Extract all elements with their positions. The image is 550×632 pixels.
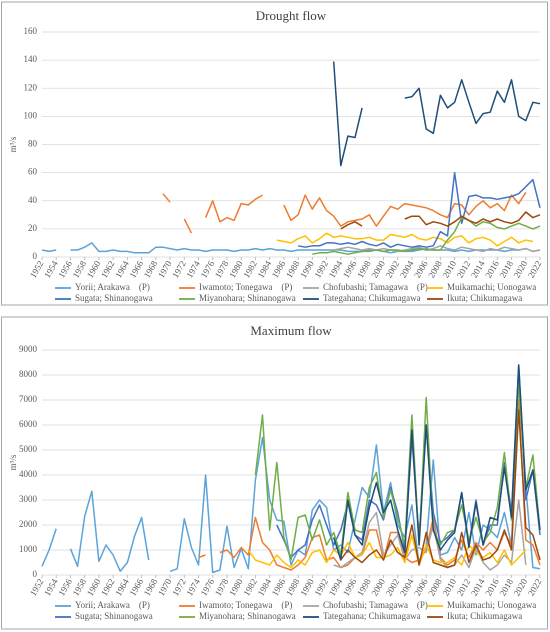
y-tick-label: 120 [24,82,38,92]
panel-frame [1,1,548,306]
legend-label: Ikuta; Chikumagawa [447,611,522,621]
series-line [162,191,527,234]
legend-label: Chofubashi; Tamagawa (P) [323,282,428,292]
y-axis-label: m³/s [8,454,18,470]
y-tick-label: 40 [28,195,38,205]
legend-label: Tategahana; Chikumagawa [323,293,421,303]
y-tick-label: 80 [28,139,38,149]
legend-label: Ikuta; Chikumagawa [447,293,522,303]
series-line [312,216,541,255]
legend-label: Chofubashi; Tamagawa (P) [323,600,428,610]
y-tick-label: 4000 [19,469,38,479]
series-line [340,211,541,230]
y-tick-label: 160 [24,26,38,36]
legend-label: Miyanohara; Shinanogawa [199,293,296,303]
chart-title: Maximum flow [250,323,332,338]
legend-label: Sugata; Shinanogawa [75,293,153,303]
chart-title: Drought flow [256,8,327,23]
series-line [340,409,541,569]
y-axis-label: m³/s [8,136,18,152]
series-line [333,499,527,571]
y-tick-label: 20 [28,223,38,233]
legend-label: Tategahana; Chikumagawa [323,611,421,621]
legend-label: Iwamoto; Tonegawa (P) [199,600,292,610]
series-line [41,242,541,254]
legend-label: Yorii; Arakawa (P) [75,282,150,292]
y-tick-label: 8000 [19,369,38,379]
series-line [332,61,541,167]
y-tick-label: 0 [33,569,38,579]
series-line [297,171,541,248]
series-line [276,232,534,247]
legend-label: Miyanohara; Shinanogawa [199,611,296,621]
series-line [247,534,527,569]
y-tick-label: 6000 [19,419,38,429]
series-line [254,384,541,561]
series-line [333,245,541,253]
y-tick-label: 1000 [19,544,38,554]
chart-panel: Maximum flow m³/s 0 1000 2000 3000 4000 5000 600… [1,316,548,630]
y-tick-label: 9000 [19,344,38,354]
y-tick-label: 100 [24,110,38,120]
y-tick-label: 3000 [19,494,38,504]
y-tick-label: 140 [24,54,38,64]
y-tick-label: 0 [33,251,38,261]
legend-label: Muikamachi; Uonogawa [447,600,536,610]
y-tick-label: 7000 [19,394,38,404]
panel-frame [1,316,548,630]
y-tick-label: 60 [28,167,38,177]
series-line [332,364,541,561]
legend-label: Muikamachi; Uonogawa [447,282,536,292]
y-tick-label: 2000 [19,519,38,529]
legend-label: Iwamoto; Tonegawa (P) [199,282,292,292]
series-line [198,399,541,571]
chart-panel: Drought flowm³/s020406080100120140160195… [1,1,548,306]
legend-label: Sugata; Shinanogawa [75,611,153,621]
y-tick-label: 5000 [19,444,38,454]
legend-label: Yorii; Arakawa (P) [75,600,150,610]
